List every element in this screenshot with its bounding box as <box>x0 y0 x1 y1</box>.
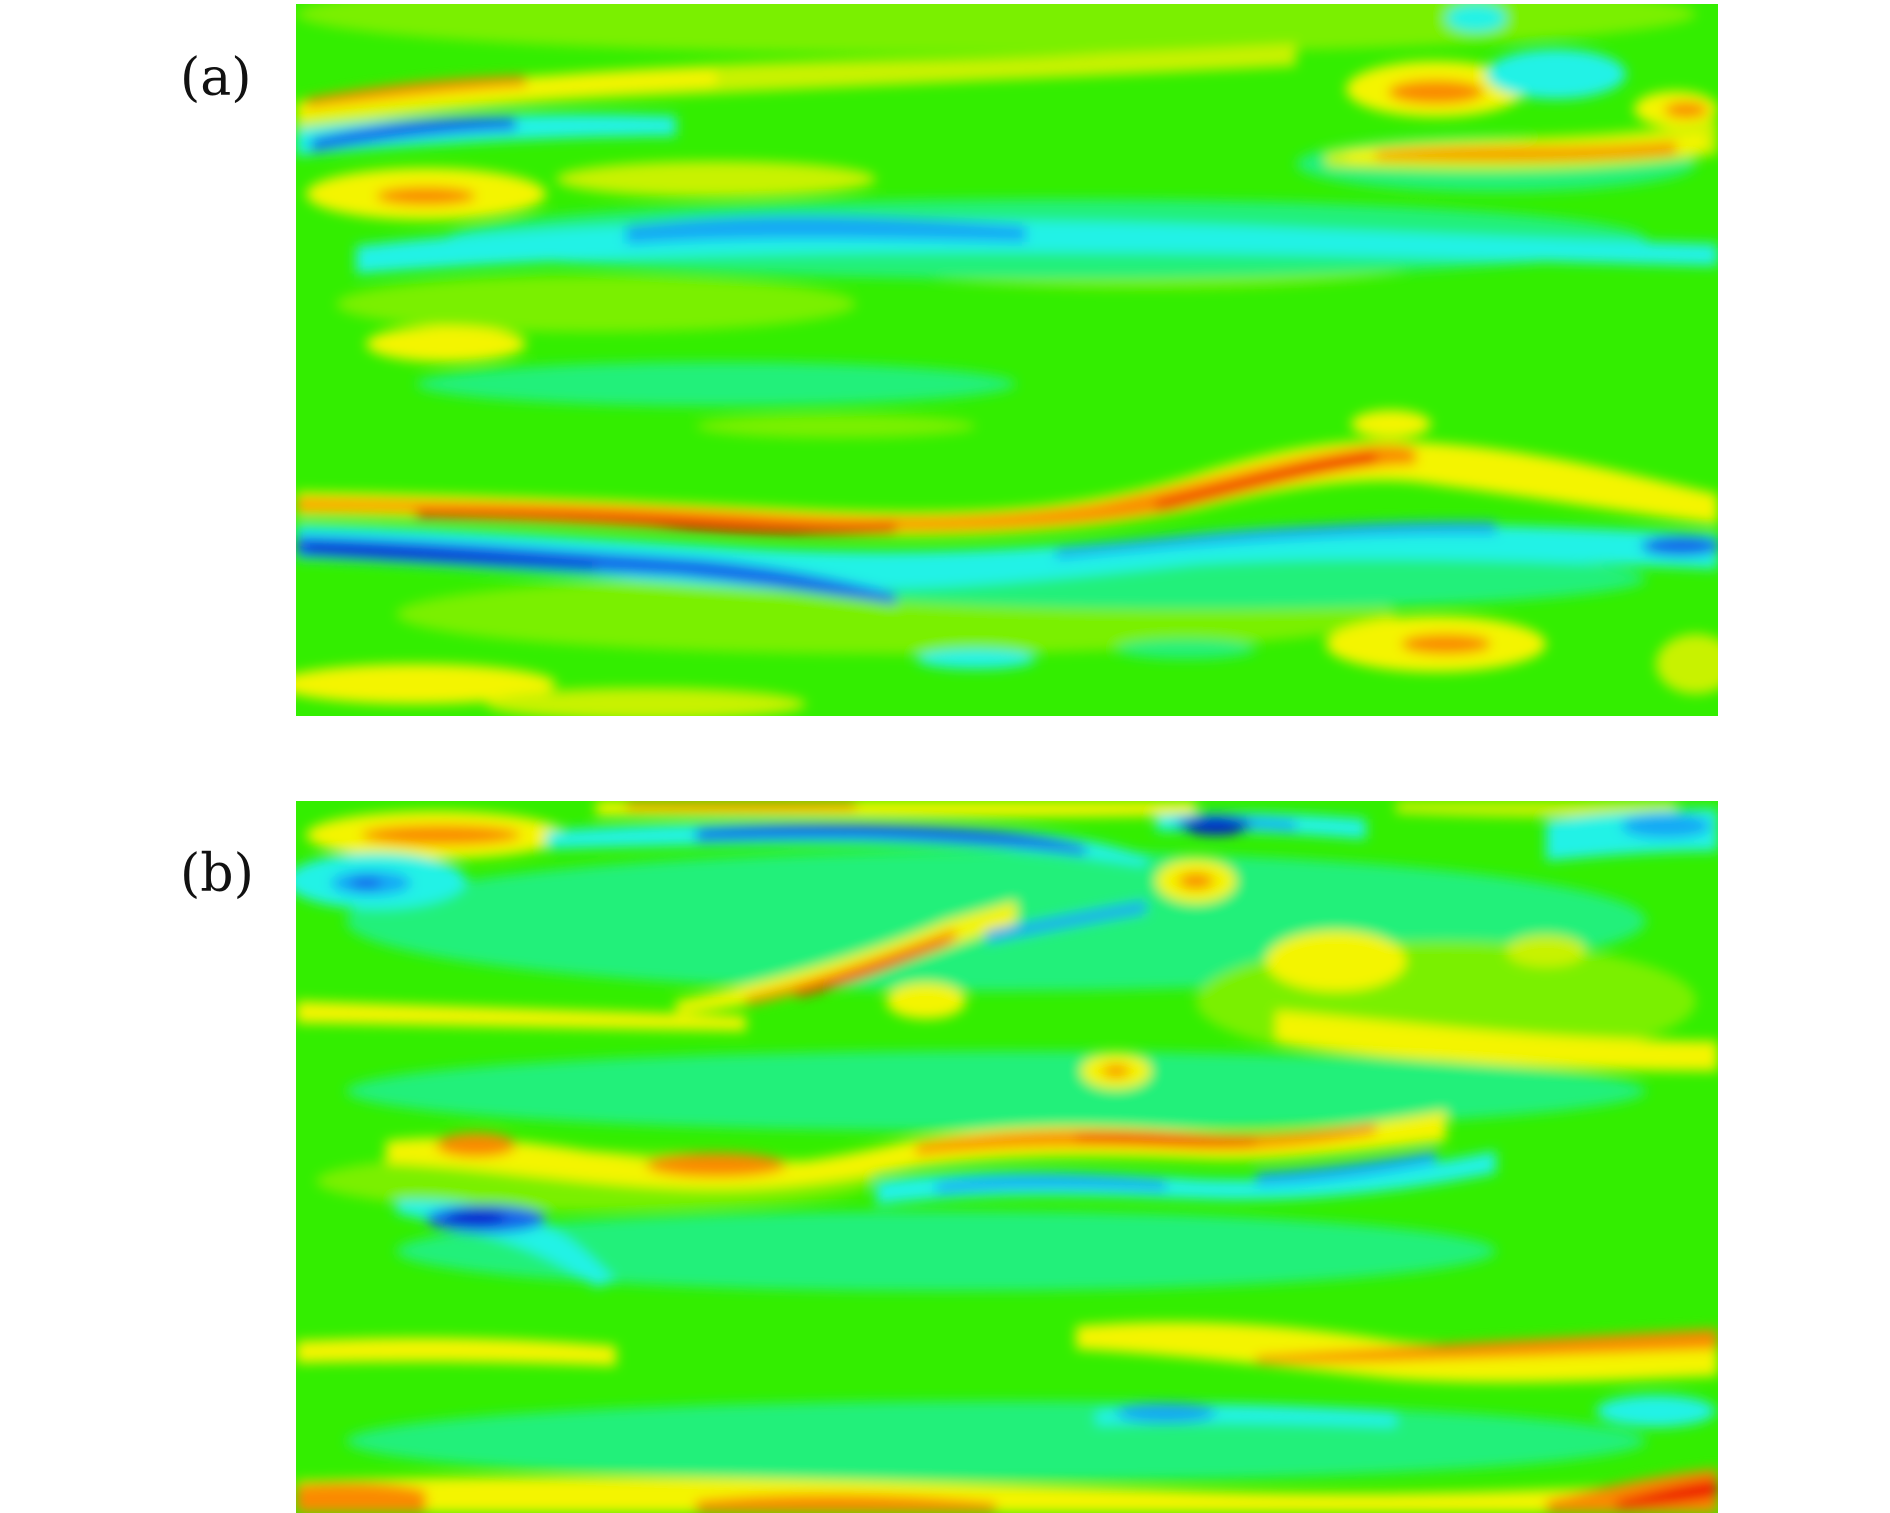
cyan-spot <box>916 649 1036 669</box>
cyan-band <box>876 1151 1496 1205</box>
panel-a-contour-plot <box>296 4 1718 716</box>
light-yellow-region <box>1656 634 1718 694</box>
orange-spot <box>361 825 521 845</box>
deep-blue-spot <box>446 1209 506 1225</box>
yellow-band <box>296 1337 616 1366</box>
yellow-band <box>296 1001 746 1031</box>
yellow-spot <box>366 326 526 362</box>
red-band <box>1156 452 1376 512</box>
blue-band <box>696 823 1086 855</box>
aqua-region <box>346 1401 1646 1481</box>
yellow-band <box>296 44 1296 134</box>
yellow-spot <box>1266 931 1406 991</box>
orange-band <box>1256 1329 1718 1363</box>
panel-b-contour-field <box>296 801 1718 1513</box>
cyan-spot <box>1446 4 1506 32</box>
panel-b-label: (b) <box>180 844 254 904</box>
orange-spot <box>1102 1065 1130 1077</box>
blue-spot <box>1621 814 1711 838</box>
yellow-spot <box>1351 410 1431 438</box>
yellow-band <box>296 70 716 119</box>
red-band <box>796 939 946 997</box>
aqua-region <box>346 1051 1646 1131</box>
yellow-spot <box>296 664 556 704</box>
cyan-spot <box>1596 1395 1716 1427</box>
blue-band <box>986 901 1146 943</box>
aqua-region <box>416 362 1016 406</box>
orange-band <box>296 1483 426 1513</box>
yellow-band <box>676 901 1016 1013</box>
aqua-region <box>396 1211 1496 1291</box>
orange-spot <box>436 1133 516 1157</box>
blue-band <box>1056 521 1496 559</box>
orange-spot <box>1401 634 1491 654</box>
orange-spot <box>1178 873 1214 889</box>
light-green-region <box>696 414 976 438</box>
blue-band <box>936 1175 1166 1193</box>
orange-band <box>306 76 526 108</box>
panel-b-contour-plot <box>296 801 1718 1513</box>
yellow-band <box>296 1476 1718 1513</box>
aqua-spot <box>1116 639 1256 659</box>
panel-a-label: (a) <box>180 48 252 108</box>
orange-spot <box>376 187 476 205</box>
yellow-spot <box>886 983 966 1019</box>
blue-spot <box>1116 1403 1216 1423</box>
orange-band <box>626 801 856 811</box>
light-green-region <box>336 276 856 332</box>
light-yellow-spot <box>1506 935 1586 967</box>
yellow-band <box>1276 1011 1718 1071</box>
cyan-spot <box>1486 49 1626 99</box>
orange-spot <box>1388 80 1484 104</box>
deep-blue-band <box>306 544 596 572</box>
orange-band <box>746 929 956 1005</box>
light-yellow-region <box>556 161 876 197</box>
blue-band <box>626 216 1026 244</box>
deep-blue-spot <box>1181 815 1251 835</box>
blue-spot <box>1641 536 1718 556</box>
red-band <box>1616 1479 1718 1509</box>
light-green-region <box>296 4 1696 54</box>
orange-spot <box>1664 102 1708 118</box>
panel-a-contour-field <box>296 4 1718 716</box>
red-band <box>1076 1133 1256 1145</box>
orange-band <box>296 445 1416 531</box>
orange-band <box>696 1494 996 1513</box>
blue-spot <box>350 877 382 889</box>
light-yellow-region <box>486 688 806 716</box>
red-band <box>416 511 896 534</box>
orange-spot <box>646 1153 786 1177</box>
blue-band <box>1256 1151 1436 1185</box>
orange-band <box>1376 142 1676 160</box>
blue-band <box>311 117 516 152</box>
light-yellow-band <box>1396 801 1676 818</box>
